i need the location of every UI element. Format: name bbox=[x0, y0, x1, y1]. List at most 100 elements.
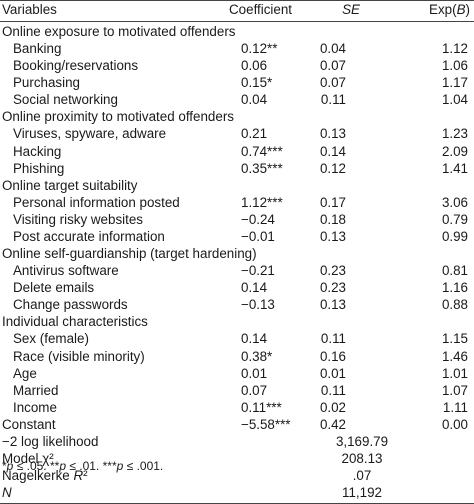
table-row: Visiting risky websites −0.24 0.18 0.79 bbox=[0, 211, 474, 228]
exp-cell: 1.15 bbox=[441, 331, 468, 347]
exp-cell: 1.11 bbox=[442, 399, 468, 415]
coefficient-cell: 0.21 bbox=[241, 126, 268, 142]
fit-label: −2 log likelihood bbox=[2, 433, 99, 449]
variable-label: Income bbox=[13, 399, 57, 415]
variable-label: Race (visible minority) bbox=[13, 348, 145, 364]
variable-label: Personal information posted bbox=[13, 194, 180, 210]
se-cell: 0.23 bbox=[319, 280, 346, 296]
table-row: Income 0.11*** 0.02 1.11 bbox=[0, 399, 474, 416]
table-row: Sex (female) 0.14 0.11 1.15 bbox=[0, 330, 474, 347]
section-label: Online proximity to motivated offenders bbox=[2, 109, 234, 125]
fit-value: 11,192 bbox=[342, 485, 382, 501]
exp-cell: 1.46 bbox=[441, 348, 468, 364]
coefficient-cell: 0.14 bbox=[241, 280, 268, 296]
exp-cell: 1.41 bbox=[441, 160, 468, 176]
section-label: Online target suitability bbox=[2, 177, 138, 193]
table-header: Variables Coefficient SE Exp(B) bbox=[0, 1, 474, 18]
exp-cell: 1.23 bbox=[441, 126, 468, 142]
table-row: Post accurate information −0.01 0.13 0.99 bbox=[0, 228, 474, 245]
fit-label: Nagelkerke R² bbox=[2, 468, 88, 484]
variable-label: Married bbox=[13, 382, 59, 398]
exp-cell: 1.17 bbox=[441, 75, 468, 91]
se-cell: 0.07 bbox=[319, 58, 346, 74]
fit-label: N bbox=[2, 485, 12, 501]
fit-value: 3,169.79 bbox=[335, 433, 389, 449]
se-cell: 0.12 bbox=[319, 160, 346, 176]
variable-label: Banking bbox=[13, 41, 62, 57]
section-label: Online self-guardianship (target hardeni… bbox=[2, 246, 257, 262]
section-heading: Online exposure to motivated offenders bbox=[0, 23, 474, 40]
table-row: Married 0.07 0.11 1.07 bbox=[0, 382, 474, 399]
exp-cell: 1.06 bbox=[441, 58, 468, 74]
coefficient-cell: −0.01 bbox=[241, 228, 275, 244]
variable-label: Age bbox=[13, 365, 37, 381]
se-cell: 0.42 bbox=[319, 416, 346, 432]
table-row: Booking/reservations 0.06 0.07 1.06 bbox=[0, 57, 474, 74]
section-heading: Online target suitability bbox=[0, 177, 474, 194]
coefficient-cell: 0.04 bbox=[241, 92, 268, 108]
variable-label: Antivirus software bbox=[13, 263, 119, 279]
section-label: Online exposure to motivated offenders bbox=[2, 24, 236, 39]
se-cell: 0.13 bbox=[319, 126, 346, 142]
table-row: Antivirus software −0.21 0.23 0.81 bbox=[0, 262, 474, 279]
section-heading: Online self-guardianship (target hardeni… bbox=[0, 245, 474, 262]
fit-row: Model χ² 208.13 bbox=[0, 450, 474, 467]
exp-cell: 0.88 bbox=[441, 297, 468, 313]
table-row: Change passwords −0.13 0.13 0.88 bbox=[0, 296, 474, 313]
table-row: Constant −5.58*** 0.42 0.00 bbox=[0, 416, 474, 433]
fit-row: N 11,192 bbox=[0, 484, 474, 501]
coefficient-cell: 0.35*** bbox=[241, 160, 283, 176]
exp-cell: 2.09 bbox=[441, 143, 468, 159]
table-row: Social networking 0.04 0.11 1.04 bbox=[0, 91, 474, 108]
section-heading: Individual characteristics bbox=[0, 313, 474, 330]
variable-label: Visiting risky websites bbox=[13, 211, 143, 227]
table-row: Hacking 0.74*** 0.14 2.09 bbox=[0, 143, 474, 160]
se-cell: 0.13 bbox=[319, 297, 346, 313]
exp-cell: 1.01 bbox=[441, 365, 468, 381]
exp-cell: 0.81 bbox=[441, 263, 468, 279]
variable-label: Phishing bbox=[13, 160, 65, 176]
coefficient-cell: −0.21 bbox=[241, 263, 275, 279]
fit-value: 208.13 bbox=[341, 451, 383, 466]
coefficient-cell: 0.14 bbox=[241, 331, 268, 347]
fit-row: −2 log likelihood 3,169.79 bbox=[0, 433, 474, 450]
exp-cell: 0.00 bbox=[441, 416, 468, 432]
variable-label: Change passwords bbox=[13, 297, 128, 313]
coefficient-cell: 0.07 bbox=[241, 382, 268, 398]
coefficient-cell: 0.15* bbox=[241, 75, 273, 91]
table-header-rule bbox=[0, 21, 474, 22]
table-row: Delete emails 0.14 0.23 1.16 bbox=[0, 279, 474, 296]
significance-note: *p ≤ .05. **p ≤ .01. ***p ≤ .001. bbox=[2, 459, 164, 473]
coefficient-cell: 1.12*** bbox=[241, 194, 283, 210]
header-coefficient: Coefficient bbox=[229, 2, 293, 17]
coefficient-cell: 0.11*** bbox=[241, 399, 282, 415]
coefficient-cell: 0.06 bbox=[241, 58, 268, 74]
table-row: Personal information posted 1.12*** 0.17 3.… bbox=[0, 194, 474, 211]
header-se: SE bbox=[342, 2, 360, 17]
se-cell: 0.16 bbox=[319, 348, 346, 364]
variable-label: Social networking bbox=[13, 92, 118, 108]
variable-label: Delete emails bbox=[13, 280, 95, 296]
se-cell: 0.04 bbox=[319, 41, 346, 57]
variable-label: Hacking bbox=[13, 143, 62, 159]
header-variables: Variables bbox=[2, 2, 57, 17]
se-cell: 0.11 bbox=[320, 92, 346, 108]
table-row: Race (visible minority) 0.38* 0.16 1.46 bbox=[0, 348, 474, 365]
table-row: Age 0.01 0.01 1.01 bbox=[0, 365, 474, 382]
table-row: Purchasing 0.15* 0.07 1.17 bbox=[0, 74, 474, 91]
header-exp: Exp(B) bbox=[429, 2, 470, 17]
variable-label: Post accurate information bbox=[13, 228, 165, 244]
variable-label: Purchasing bbox=[13, 75, 80, 91]
exp-cell: 1.16 bbox=[441, 280, 468, 296]
exp-cell: 1.04 bbox=[441, 92, 468, 108]
exp-cell: 1.12 bbox=[441, 41, 468, 57]
variable-label: Viruses, spyware, adware bbox=[13, 126, 167, 142]
section-label: Individual characteristics bbox=[2, 314, 148, 330]
coefficient-cell: 0.74*** bbox=[241, 143, 283, 159]
table-row: Phishing 0.35*** 0.12 1.41 bbox=[0, 160, 474, 177]
coefficient-cell: −0.24 bbox=[241, 211, 275, 227]
exp-cell: 0.79 bbox=[441, 211, 468, 227]
se-cell: 0.13 bbox=[319, 228, 346, 244]
fit-label: Model χ² bbox=[2, 451, 54, 466]
coefficient-cell: 0.01 bbox=[241, 365, 268, 381]
